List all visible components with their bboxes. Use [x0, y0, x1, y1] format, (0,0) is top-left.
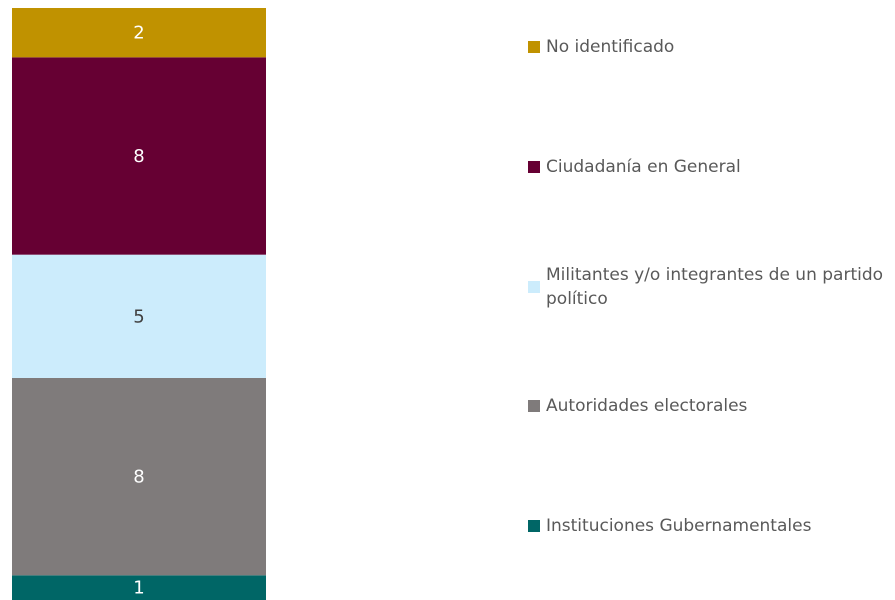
bar-segment	[12, 8, 266, 58]
legend-swatch	[528, 400, 540, 413]
data-label: 8	[133, 146, 144, 167]
data-label: 2	[133, 23, 144, 44]
legend-item: Autoridades electorales	[528, 394, 891, 418]
data-label: 1	[133, 578, 144, 599]
legend-swatch	[528, 520, 540, 532]
legend-item: Instituciones Gubernamentales	[528, 514, 891, 538]
bar-segment	[12, 254, 266, 378]
legend-swatch	[528, 280, 540, 293]
bar-segment	[12, 378, 266, 576]
legend-swatch	[528, 160, 540, 173]
legend-label: Militantes y/o integrantes de un partido…	[546, 264, 884, 309]
data-label: 8	[133, 467, 144, 488]
legend-item: No identificado	[528, 35, 891, 59]
legend-label: Instituciones Gubernamentales	[546, 516, 812, 536]
legend-label: No identificado	[546, 37, 675, 57]
data-label: 5	[133, 306, 144, 327]
legend-item: Militantes y/o integrantes de un partido…	[528, 263, 891, 311]
bar-segment	[12, 57, 266, 255]
legend-label: Autoridades electorales	[546, 396, 748, 417]
legend-label: Ciudadanía en General	[546, 156, 741, 177]
bar-segment	[12, 575, 266, 600]
legend-item: Ciudadanía en General	[528, 155, 891, 179]
legend-swatch	[528, 41, 540, 53]
